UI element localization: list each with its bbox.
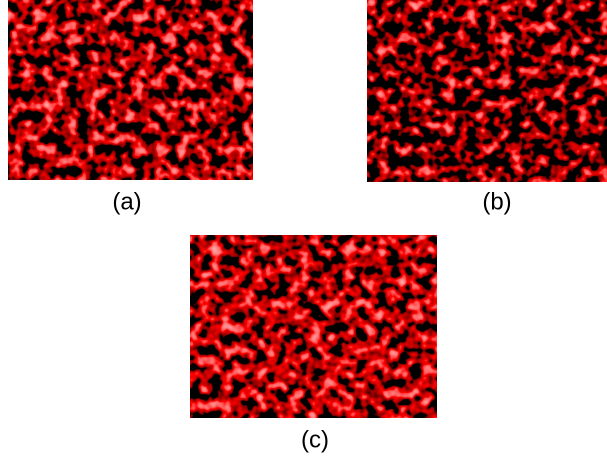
caption: (b) (482, 188, 511, 215)
caption: (c) (301, 426, 329, 453)
caption: (a) (112, 188, 141, 215)
speckle-image-a (8, 0, 253, 180)
speckle-image-c (190, 235, 437, 418)
speckle-image-b (367, 0, 607, 182)
